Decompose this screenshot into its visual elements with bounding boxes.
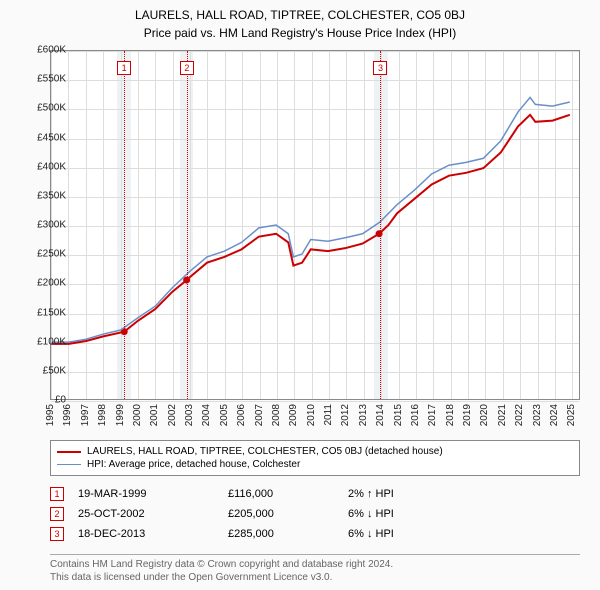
y-axis-label: £250K [37, 249, 66, 260]
transaction-date: 25-OCT-2002 [78, 508, 228, 520]
transactions-table: 1 19-MAR-1999£116,0002% ↑ HPI 2 25-OCT-2002… [50, 484, 580, 544]
legend-item: LAURELS, HALL ROAD, TIPTREE, COLCHESTER,… [57, 445, 573, 458]
gridline-h [51, 401, 579, 402]
x-axis-label: 2020 [479, 404, 490, 426]
transaction-date: 18-DEC-2013 [78, 528, 228, 540]
transaction-price: £116,000 [228, 488, 348, 500]
x-axis-label: 2011 [323, 404, 334, 426]
x-axis-label: 2015 [393, 404, 404, 426]
x-axis-label: 2023 [532, 404, 543, 426]
x-axis-label: 2005 [219, 404, 230, 426]
x-axis-label: 2024 [549, 404, 560, 426]
y-axis-label: £400K [37, 161, 66, 172]
y-axis-label: £550K [37, 74, 66, 85]
transaction-row: 3 18-DEC-2013£285,0006% ↓ HPI [50, 524, 580, 544]
marker-box: 3 [373, 61, 387, 75]
transaction-date: 19-MAR-1999 [78, 488, 228, 500]
transaction-marker: 1 [50, 487, 64, 501]
x-axis-label: 2006 [236, 404, 247, 426]
x-axis-label: 2019 [462, 404, 473, 426]
footer-line-2: This data is licensed under the Open Gov… [50, 571, 580, 584]
y-axis-label: £450K [37, 132, 66, 143]
marker-box: 1 [117, 61, 131, 75]
y-axis-label: £500K [37, 103, 66, 114]
x-axis-label: 2010 [306, 404, 317, 426]
transaction-price: £285,000 [228, 528, 348, 540]
x-axis-label: 2025 [566, 404, 577, 426]
x-axis-label: 2022 [514, 404, 525, 426]
marker-box: 2 [180, 61, 194, 75]
transaction-diff: 6% ↓ HPI [348, 508, 468, 520]
legend-item: HPI: Average price, detached house, Colc… [57, 458, 573, 471]
plot-area: 1 2 3 [50, 50, 580, 400]
legend: LAURELS, HALL ROAD, TIPTREE, COLCHESTER,… [50, 440, 580, 476]
data-point [376, 230, 383, 237]
transaction-marker: 2 [50, 507, 64, 521]
legend-swatch [57, 451, 81, 453]
legend-label: LAURELS, HALL ROAD, TIPTREE, COLCHESTER,… [87, 446, 443, 457]
x-axis-label: 2017 [427, 404, 438, 426]
x-axis-label: 2013 [358, 404, 369, 426]
series-hpi [52, 97, 570, 342]
transaction-diff: 6% ↓ HPI [348, 528, 468, 540]
x-axis-label: 2000 [132, 404, 143, 426]
x-axis-label: 2014 [375, 404, 386, 426]
y-axis-label: £50K [43, 365, 66, 376]
transaction-price: £205,000 [228, 508, 348, 520]
chart-container: LAURELS, HALL ROAD, TIPTREE, COLCHESTER,… [0, 0, 600, 590]
chart-subtitle: Price paid vs. HM Land Registry's House … [0, 22, 600, 40]
legend-swatch [57, 464, 81, 465]
x-axis-label: 2009 [288, 404, 299, 426]
marker-line [124, 51, 125, 399]
y-axis-label: £600K [37, 45, 66, 56]
x-axis-label: 2002 [167, 404, 178, 426]
x-axis-label: 2004 [201, 404, 212, 426]
transaction-row: 2 25-OCT-2002£205,0006% ↓ HPI [50, 504, 580, 524]
x-axis-label: 1999 [115, 404, 126, 426]
transaction-marker: 3 [50, 527, 64, 541]
x-axis-label: 2021 [497, 404, 508, 426]
transaction-row: 1 19-MAR-1999£116,0002% ↑ HPI [50, 484, 580, 504]
marker-line [187, 51, 188, 399]
y-axis-label: £150K [37, 307, 66, 318]
footer: Contains HM Land Registry data © Crown c… [50, 554, 580, 584]
x-axis-label: 1997 [80, 404, 91, 426]
x-axis-label: 2016 [410, 404, 421, 426]
x-axis-label: 2008 [271, 404, 282, 426]
x-axis-label: 2003 [184, 404, 195, 426]
x-axis-label: 2007 [254, 404, 265, 426]
transaction-diff: 2% ↑ HPI [348, 488, 468, 500]
x-axis-label: 1996 [62, 404, 73, 426]
y-axis-label: £300K [37, 220, 66, 231]
x-axis-label: 2001 [149, 404, 160, 426]
marker-line [380, 51, 381, 399]
plot-svg [51, 51, 579, 399]
chart-title: LAURELS, HALL ROAD, TIPTREE, COLCHESTER,… [0, 0, 600, 22]
x-axis-label: 2018 [445, 404, 456, 426]
x-axis-label: 1995 [45, 404, 56, 426]
y-axis-label: £100K [37, 336, 66, 347]
legend-label: HPI: Average price, detached house, Colc… [87, 459, 300, 470]
y-axis-label: £350K [37, 190, 66, 201]
x-axis-label: 1998 [97, 404, 108, 426]
y-axis-label: £200K [37, 278, 66, 289]
footer-line-1: Contains HM Land Registry data © Crown c… [50, 558, 580, 571]
x-axis-label: 2012 [340, 404, 351, 426]
